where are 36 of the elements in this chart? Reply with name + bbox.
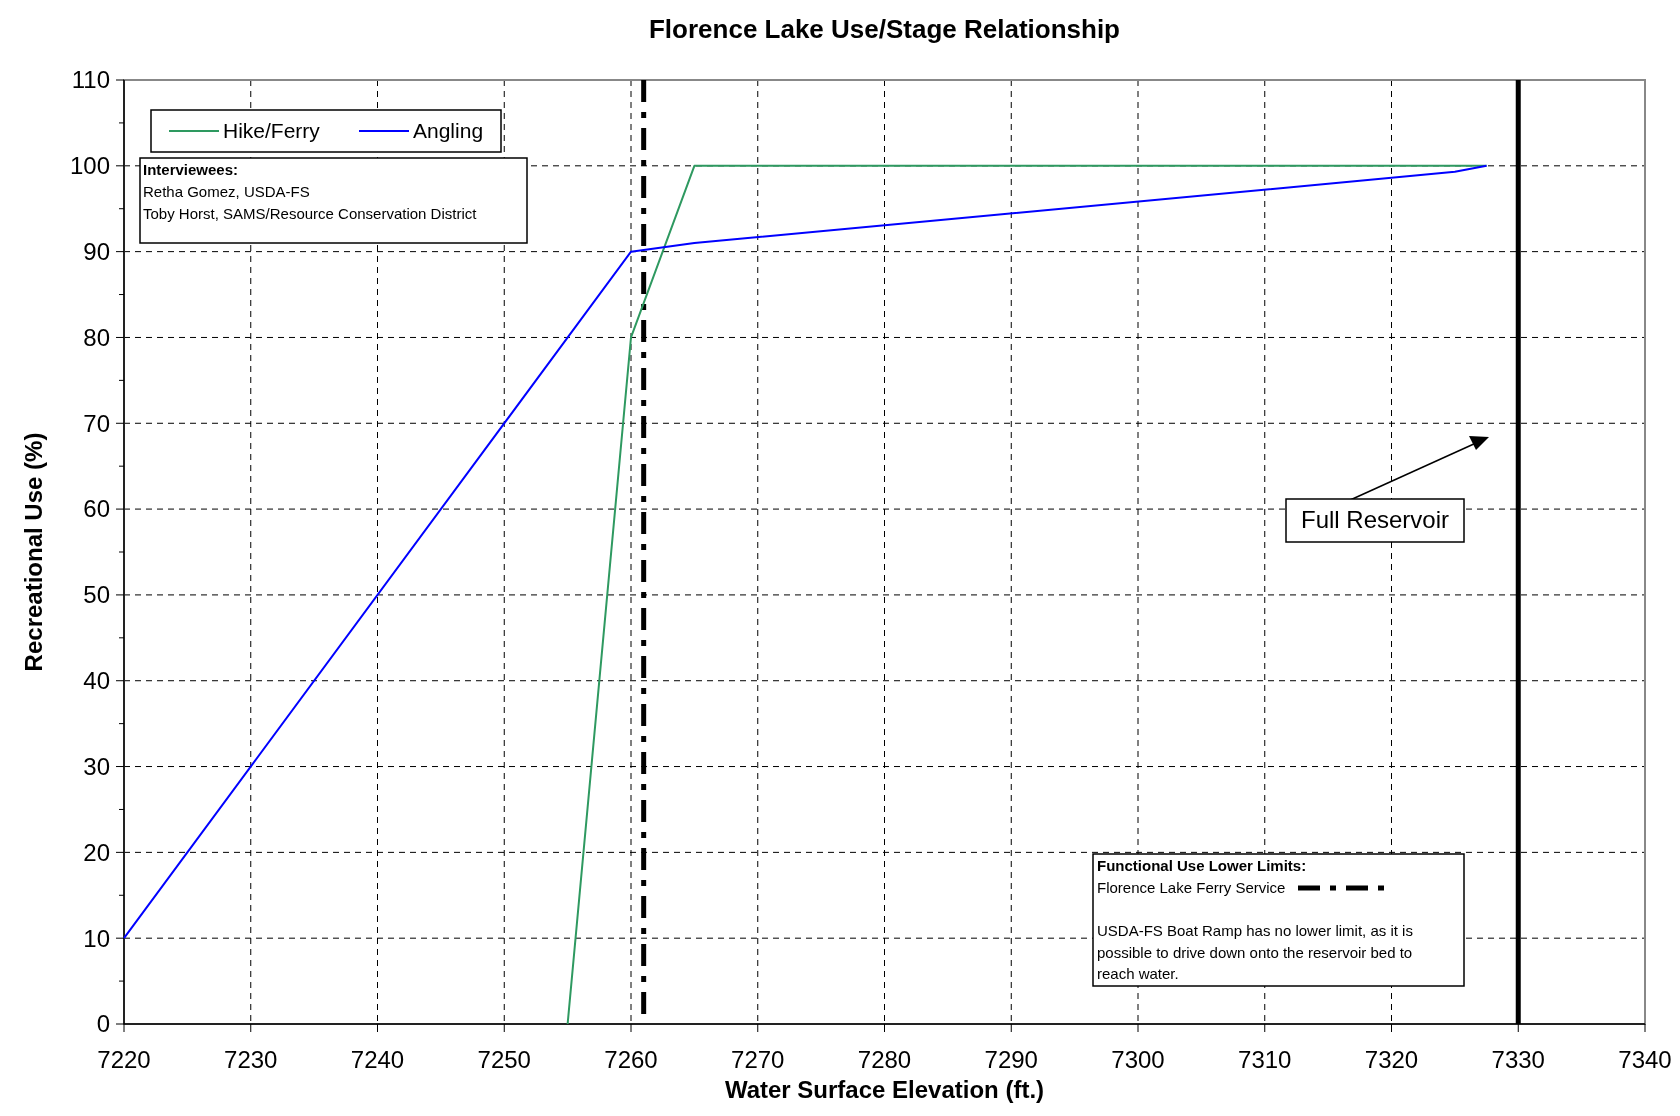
annotation: Florence Lake Ferry Service (1097, 879, 1286, 896)
x-tick-label: 7260 (604, 1046, 658, 1073)
x-tick-label: 7310 (1238, 1046, 1292, 1073)
x-tick-label: 7270 (731, 1046, 785, 1073)
x-axis-title: Water Surface Elevation (ft.) (724, 1076, 1045, 1103)
y-tick-label: 30 (83, 752, 110, 780)
x-tick-label: 7220 (97, 1046, 151, 1073)
y-tick-label: 40 (83, 667, 110, 695)
y-tick-label: 0 (96, 1010, 110, 1038)
x-tick-label: 7330 (1491, 1046, 1545, 1073)
y-tick-label: 80 (83, 323, 110, 351)
legend-label: Hike/Ferry (223, 119, 321, 143)
y-tick-label: 20 (83, 838, 110, 866)
x-tick-label: 7320 (1364, 1046, 1419, 1073)
y-tick-label: 10 (83, 924, 110, 952)
legend-label: Angling (413, 119, 484, 143)
x-tick-label: 7300 (1111, 1046, 1165, 1073)
y-tick-label: 60 (83, 495, 110, 523)
x-tick-label: 7240 (350, 1046, 405, 1073)
x-tick-label: 7250 (477, 1046, 531, 1073)
y-axis-title: Recreational Use (%) (20, 432, 47, 672)
ref-line-label: Full Reservoir (1300, 506, 1450, 534)
annotation: Functional Use Lower Limits: (1097, 857, 1307, 874)
x-tick-label: 7230 (224, 1046, 278, 1073)
y-tick-label: 100 (69, 152, 110, 180)
annotation: USDA-FS Boat Ramp has no lower limit, as it is possible to drive down onto the reservoir bed to reach water. (1097, 922, 1413, 982)
line-series (123, 164, 1488, 940)
annotation: Interviewees: Retha Gomez, USDA-FS Toby Horst, SAMS/Resource Conservation District (143, 161, 478, 222)
y-tick-label: 90 (83, 238, 110, 266)
chart-title: Florence Lake Use/Stage Relationship (648, 14, 1121, 44)
y-tick-label: 50 (83, 581, 110, 609)
y-tick-label: 110 (71, 66, 110, 94)
x-tick-label: 7280 (857, 1046, 912, 1073)
x-tick-label: 7290 (984, 1046, 1038, 1073)
y-tick-label: 70 (83, 409, 110, 437)
x-tick-label: 7340 (1618, 1046, 1672, 1073)
